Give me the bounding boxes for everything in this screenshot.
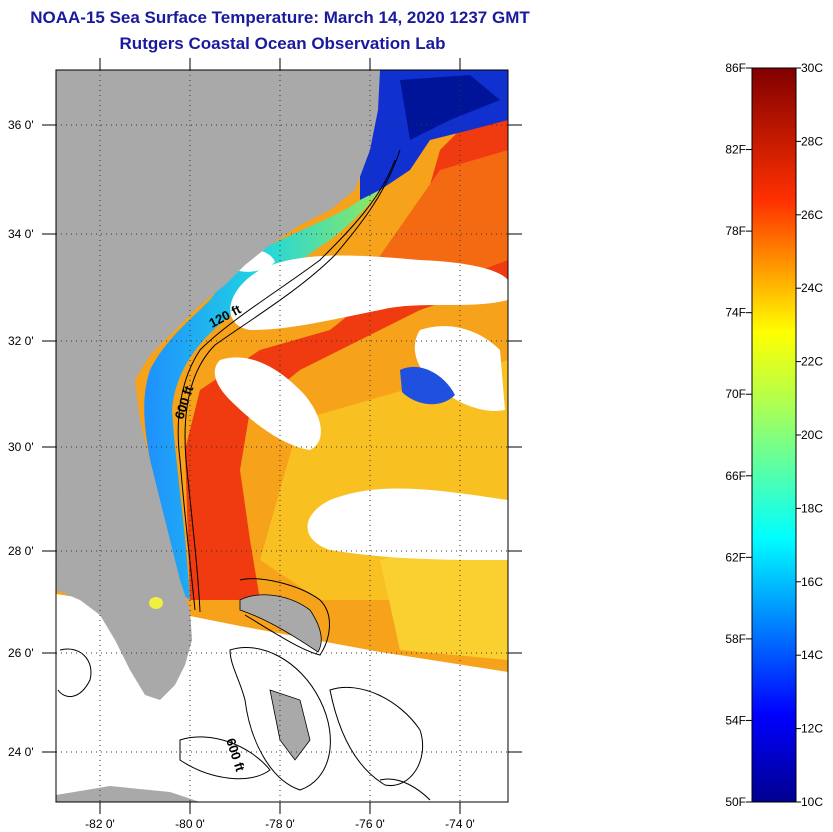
land-mainland [56,70,380,700]
lat-label-28: 28 0' [8,544,34,558]
lon-label-76: -76 0' [355,817,385,831]
colorbar-c-label: 14C [801,648,823,662]
colorbar-f-label: 78F [725,224,746,238]
land-cuba [56,786,200,802]
axis-ticks [42,58,522,814]
colorbar-c-label: 22C [801,355,823,369]
lat-label-26: 26 0' [8,646,34,660]
colorbar-f-label: 62F [725,550,746,564]
cold-water-core [400,75,500,140]
colorbar-c-label: 10C [801,795,823,809]
cool-eddy [400,366,455,405]
lon-label-82: -82 0' [85,817,115,831]
sst-patch-offshore [370,150,508,290]
colorbar-f-label: 74F [725,306,746,320]
colorbar-c-label: 20C [801,428,823,442]
colorbar-celsius-labels: 30C 28C 26C 24C 22C 20C 18C 16C 14C 12C 10C [801,61,823,809]
lat-label-30: 30 0' [8,440,34,454]
lon-label-78: -78 0' [265,817,295,831]
land-gulf-coast [56,490,75,565]
colorbar-f-label: 86F [725,61,746,75]
map-title: NOAA-15 Sea Surface Temperature: March 1… [30,8,530,27]
lat-label-32: 32 0' [8,334,34,348]
colorbar-f-label: 54F [725,713,746,727]
colorbar-f-label: 50F [725,795,746,809]
lat-label-36: 36 0' [8,118,34,132]
bahamas-island-north [239,594,322,653]
lon-label-80: -80 0' [175,817,205,831]
lat-label-34: 34 0' [8,227,34,241]
colorbar-f-label: 70F [725,387,746,401]
bathymetry-contours [57,149,431,801]
colorbar-c-label: 24C [801,281,823,295]
map-border [55,69,509,803]
colorbar-c-label: 28C [801,134,823,148]
colorbar-f-label: 82F [725,143,746,157]
colorbar-f-label: 58F [725,632,746,646]
colorbar [751,67,797,803]
colorbar-c-label: 12C [801,722,823,736]
latitude-labels: 36 0' 34 0' 32 0' 30 0' 28 0' 26 0' 24 0… [8,118,34,759]
colorbar-f-label: 66F [725,469,746,483]
colorbar-c-label: 16C [801,575,823,589]
colorbar-c-label: 30C [801,61,823,75]
graticule [56,70,508,802]
lake [149,597,163,609]
colorbar-c-label: 26C [801,208,823,222]
lat-label-24: 24 0' [8,745,34,759]
lon-label-74: -74 0' [445,817,475,831]
colorbar-fahrenheit-labels: 86F 82F 78F 74F 70F 66F 62F 58F 54F 50F [725,61,746,809]
map-subtitle: Rutgers Coastal Ocean Observation Lab [119,34,446,53]
longitude-labels: -82 0' -80 0' -78 0' -76 0' -74 0' [85,817,475,831]
colorbar-ticks [746,67,801,803]
bahamas-island-andros [269,689,311,761]
colorbar-c-label: 18C [801,501,823,515]
